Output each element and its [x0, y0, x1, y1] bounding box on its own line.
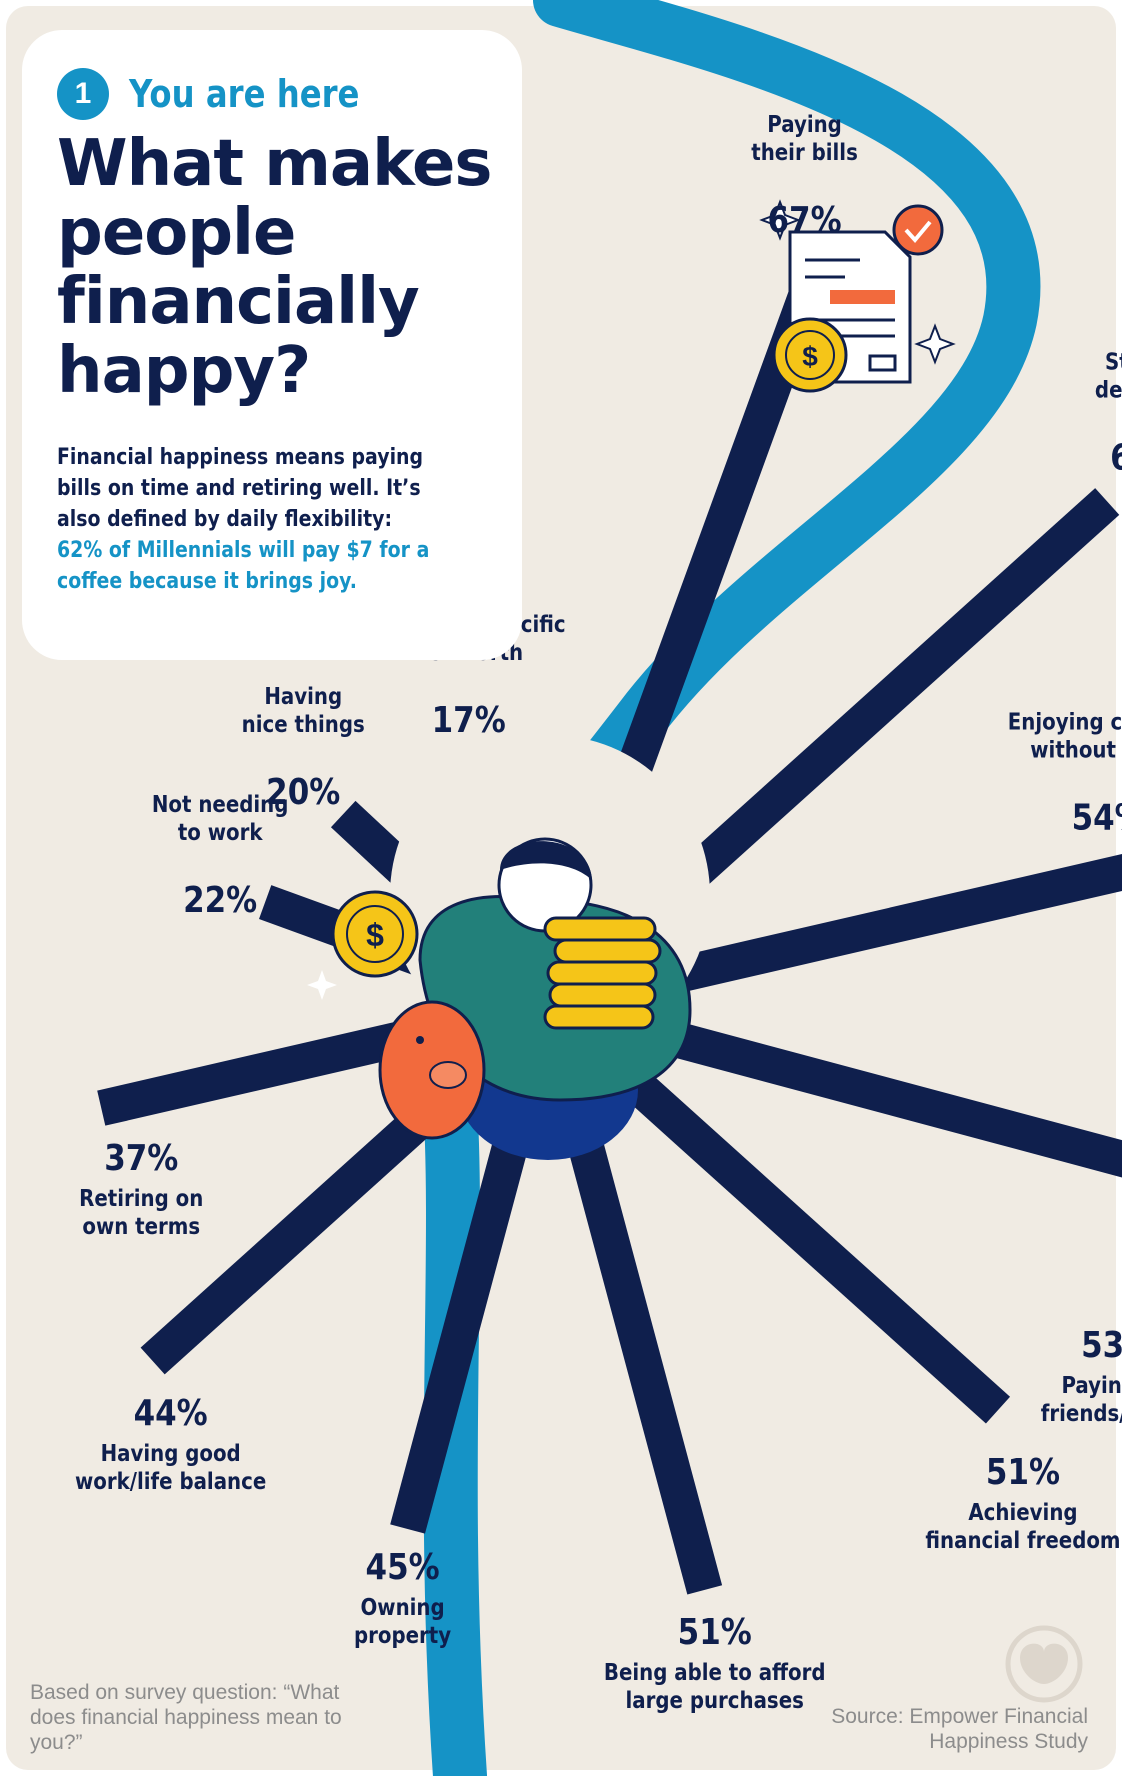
category-label-9: own terms	[82, 1214, 200, 1241]
bar-5	[587, 1038, 1011, 1424]
step-label: You are here	[129, 72, 360, 116]
bar-6	[548, 1067, 723, 1595]
category-label-9: Retiring on	[79, 1186, 203, 1213]
value-label-11: 20%	[266, 771, 340, 813]
value-label-9: 37%	[104, 1137, 178, 1179]
category-label-6: Being able to afford	[604, 1659, 826, 1686]
category-label-5: financial freedom	[925, 1528, 1120, 1555]
piggy-bank-icon	[378, 1000, 486, 1140]
category-label-3: without worry	[1030, 737, 1122, 764]
category-label-4: friends/family	[1041, 1401, 1122, 1428]
category-label-6: large purchases	[626, 1687, 804, 1714]
coin-icon: $	[772, 317, 848, 393]
coin-stack-icon	[543, 916, 662, 1030]
coin-icon: $	[331, 890, 419, 978]
step-number-badge: 1	[57, 68, 109, 120]
category-label-8: work/life balance	[75, 1469, 266, 1496]
category-label-3: Enjoying comforts	[1008, 709, 1122, 736]
category-label-1: Paying	[767, 112, 842, 139]
value-label-7: 45%	[366, 1546, 440, 1588]
step-indicator: 1 You are here	[57, 68, 400, 120]
source-credit: Source: Empower Financial Happiness Stud…	[831, 1705, 1088, 1753]
value-label-4: 53%	[1081, 1324, 1122, 1366]
category-label-4: Paying for	[1061, 1373, 1122, 1400]
category-label-7: Owning	[361, 1595, 445, 1622]
value-label-10: 22%	[183, 879, 257, 921]
category-label-10: to work	[178, 820, 263, 847]
category-label-7: property	[354, 1623, 451, 1650]
svg-text:$: $	[366, 917, 384, 953]
category-label-11: nice things	[242, 712, 365, 739]
brand-logo-icon	[1005, 1625, 1083, 1703]
value-label-6: 51%	[678, 1611, 752, 1653]
category-label-8: Having good	[101, 1441, 241, 1468]
category-label-2: debt-free	[1095, 377, 1122, 404]
category-label-10: Not needing	[152, 792, 289, 819]
checkmark-badge-icon	[892, 204, 944, 256]
bar-3	[612, 854, 1122, 1007]
svg-text:$: $	[802, 341, 818, 372]
value-label-1: 67%	[768, 199, 842, 241]
survey-footnote: Based on survey question: “What does fin…	[30, 1681, 342, 1754]
value-label-5: 51%	[986, 1451, 1060, 1493]
intro-text: Financial happiness means paying bills o…	[57, 442, 435, 597]
value-label-8: 44%	[134, 1392, 208, 1434]
value-label-12: 17%	[432, 699, 506, 741]
bar-4	[610, 1005, 1122, 1178]
page-title: What makes people financially happy?	[57, 127, 492, 408]
intro-line: Financial happiness means paying bills o…	[57, 445, 424, 532]
value-label-3: 54%	[1072, 796, 1122, 838]
intro-card	[22, 30, 522, 660]
intro-highlight: 62% of Millennials will pay $7 for a cof…	[57, 538, 430, 594]
category-label-5: Achieving	[968, 1500, 1077, 1527]
category-label-2: Staying	[1105, 349, 1122, 376]
category-label-11: Having	[264, 684, 342, 711]
category-label-1: their bills	[751, 140, 858, 167]
value-label-2: 65%	[1110, 436, 1122, 478]
